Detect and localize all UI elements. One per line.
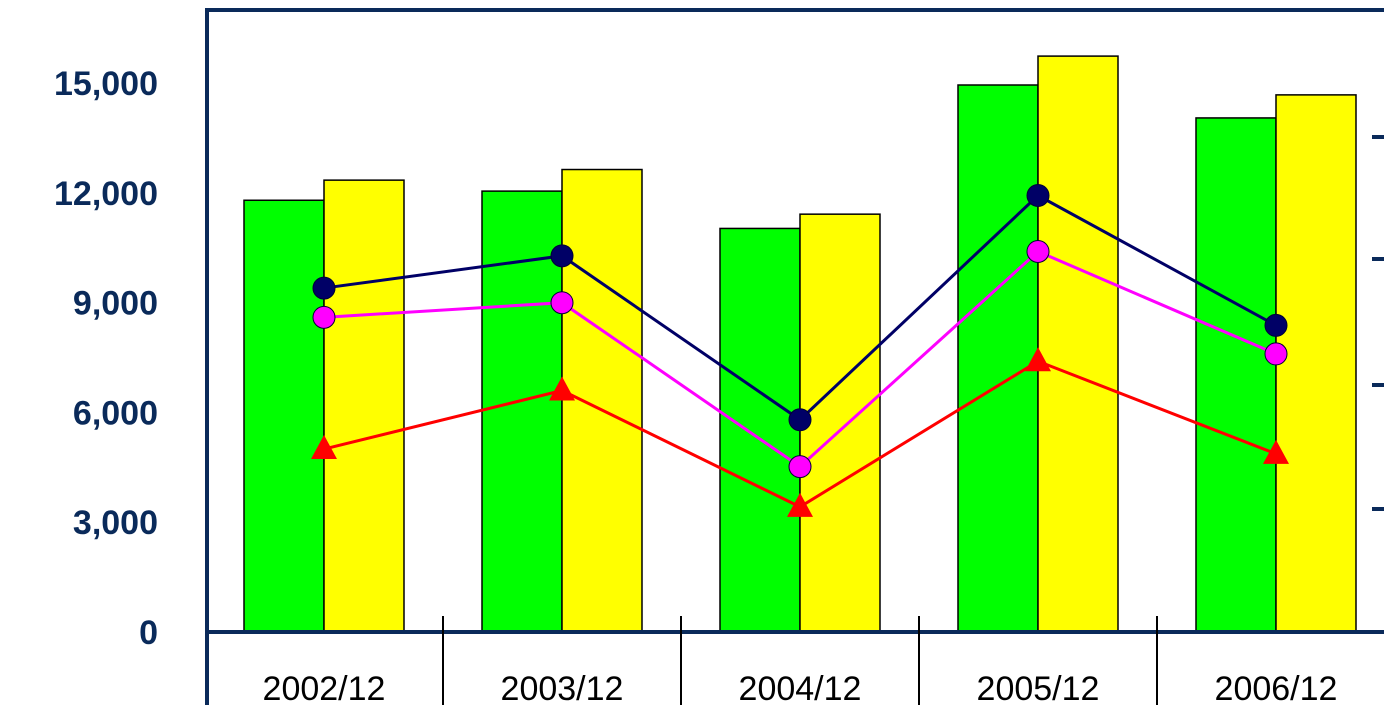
bar-s1-2004-12: [719, 227, 801, 633]
marker-s2-2002-12: [312, 305, 336, 329]
y-tick-label: 15,000: [54, 65, 158, 103]
x-tick-label: 2005/12: [977, 670, 1100, 705]
marker-s2-2006-12: [1264, 342, 1288, 366]
bar-s2-2006-12: [1275, 94, 1357, 633]
marker-s2-2003-12: [550, 291, 574, 315]
marker-s1-2005-12: [1026, 184, 1050, 208]
line-layer: [311, 184, 1289, 517]
bar-s2-2003-12: [561, 168, 643, 633]
x-tick-labels: 2002/12 2003/12 2004/12 2005/12 2006/12: [263, 670, 1338, 705]
x-tick-label: 2002/12: [263, 670, 386, 705]
marker-s2-2004-12: [788, 455, 812, 479]
marker-s3-2002-12: [311, 435, 337, 460]
marker-s1-2003-12: [550, 244, 574, 268]
y-tick-labels: 0 3,000 6,000 9,000 12,000 15,000: [54, 65, 158, 652]
bar-layer: [243, 55, 1357, 633]
marker-s3-2004-12: [787, 492, 813, 517]
marker-s1-2002-12: [312, 276, 336, 300]
bar-s1-2002-12: [243, 199, 325, 633]
bar-s2-2002-12: [323, 179, 405, 633]
bar-s1-2005-12: [957, 84, 1039, 633]
marker-s3-2003-12: [549, 376, 575, 401]
marker-s1-2006-12: [1264, 313, 1288, 337]
bar-s1-2006-12: [1195, 117, 1277, 633]
x-tick-label: 2004/12: [739, 670, 862, 705]
y-tick-label: 9,000: [73, 285, 158, 323]
axes: [205, 8, 1384, 705]
x-tick-label: 2003/12: [501, 670, 624, 705]
bar-s2-2005-12: [1037, 55, 1119, 633]
y-tick-label: 6,000: [73, 394, 158, 432]
marker-s3-2005-12: [1025, 347, 1051, 372]
x-tick-label: 2006/12: [1215, 670, 1338, 705]
y-tick-label: 12,000: [54, 175, 158, 213]
y-tick-label: 0: [139, 614, 158, 652]
y-tick-label: 3,000: [73, 504, 158, 542]
marker-s1-2004-12: [788, 408, 812, 432]
bar-s2-2004-12: [799, 213, 881, 633]
marker-s3-2006-12: [1263, 439, 1289, 464]
marker-s2-2005-12: [1026, 239, 1050, 263]
